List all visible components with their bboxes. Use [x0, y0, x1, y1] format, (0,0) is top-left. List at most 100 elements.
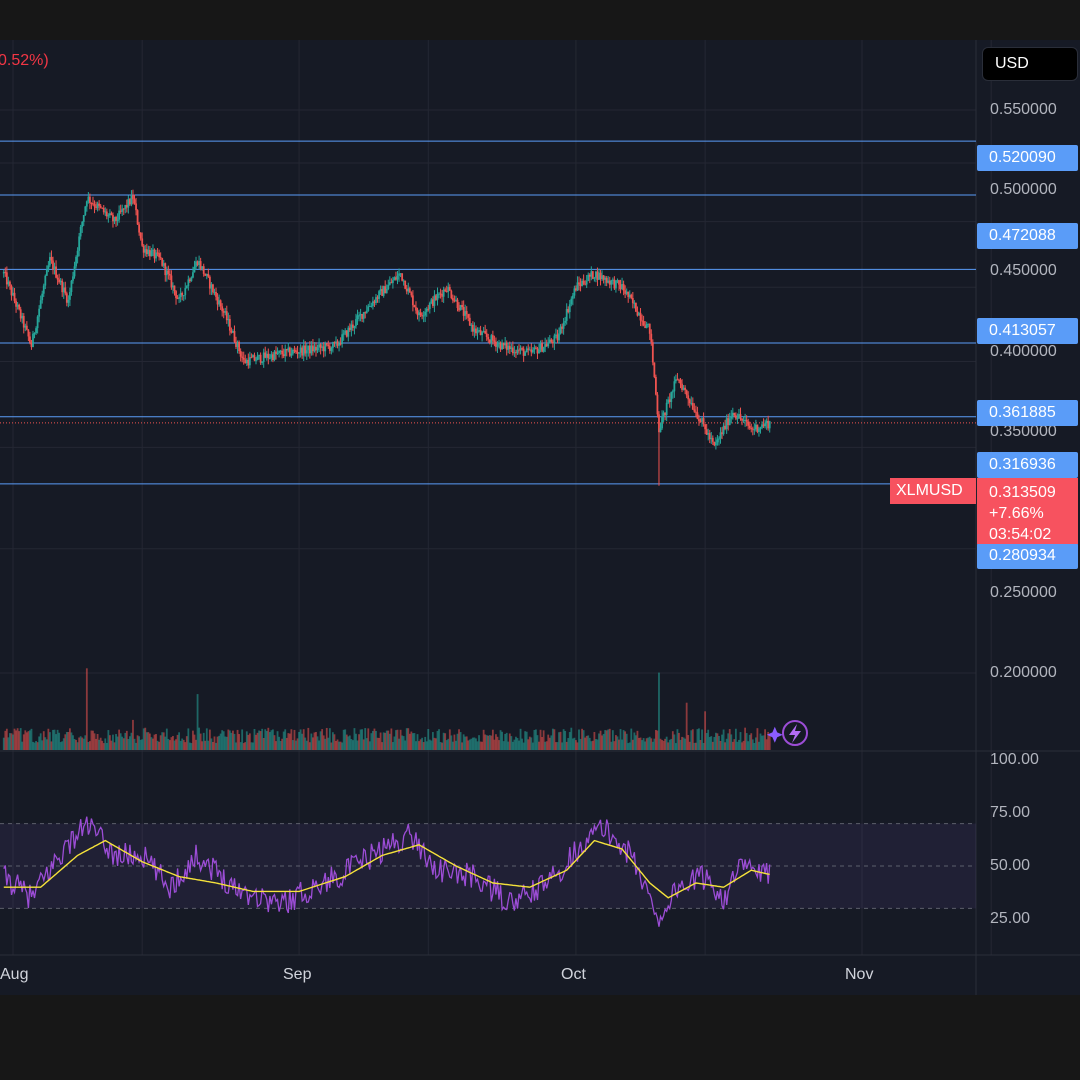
- volume-bar: [435, 738, 437, 750]
- volume-bar: [490, 735, 493, 750]
- volume-bar: [694, 742, 697, 750]
- candle-body: [222, 311, 225, 313]
- candle-body: [224, 311, 227, 313]
- candles-layer: [2, 189, 771, 486]
- volume-bar: [531, 742, 534, 750]
- volume-bar: [10, 733, 13, 750]
- chart-area[interactable]: [0, 40, 1080, 995]
- candle-body: [424, 311, 427, 316]
- candle-body: [35, 328, 37, 334]
- volume-bar: [27, 731, 30, 750]
- candle-body: [298, 352, 300, 354]
- volume-bar: [721, 734, 723, 750]
- candle-body: [656, 394, 659, 415]
- volume-bar: [215, 742, 217, 750]
- volume-bar: [739, 732, 742, 750]
- candle-body: [184, 288, 187, 296]
- volume-bar: [13, 728, 16, 750]
- volume-bar: [691, 729, 694, 750]
- volume-bar: [562, 729, 565, 750]
- volume-bar: [287, 733, 290, 750]
- volume-bar: [52, 729, 54, 750]
- volume-bar: [273, 735, 276, 750]
- candle-body: [282, 354, 285, 357]
- volume-bar: [756, 728, 759, 750]
- candle-body: [668, 399, 671, 402]
- volume-bar: [581, 728, 583, 750]
- volume-bar: [736, 741, 739, 750]
- candle-body: [687, 395, 690, 400]
- volume-bar: [79, 736, 82, 750]
- volume-layer: [2, 668, 771, 750]
- volume-bar: [584, 737, 587, 750]
- volume-bar: [150, 737, 153, 750]
- level-tag[interactable]: 0.413057: [977, 318, 1078, 344]
- horizontal-levels[interactable]: [0, 140, 976, 485]
- volume-bar: [593, 732, 596, 750]
- candle-body: [415, 307, 417, 311]
- volume-bar: [313, 732, 316, 750]
- volume-bar: [524, 731, 527, 750]
- volume-bar: [433, 737, 436, 750]
- candle-body: [172, 285, 174, 288]
- volume-bar: [264, 729, 267, 750]
- candle-body: [22, 315, 25, 328]
- candle-body: [310, 345, 313, 354]
- volume-bar: [382, 732, 385, 750]
- candle-body: [476, 331, 479, 334]
- price-tick-label: 0.400000: [990, 343, 1057, 360]
- volume-bar: [747, 741, 750, 750]
- level-tag[interactable]: 0.472088: [977, 223, 1078, 249]
- volume-bar: [655, 729, 657, 750]
- level-tag[interactable]: 0.361885: [977, 400, 1078, 426]
- volume-bar: [82, 738, 85, 750]
- candle-body: [676, 379, 679, 381]
- candle-body: [232, 330, 234, 333]
- volume-bar: [707, 729, 710, 750]
- candle-body: [42, 285, 45, 294]
- candle-body: [575, 288, 577, 291]
- candle-body: [158, 253, 161, 258]
- volume-bar: [165, 728, 168, 750]
- candle-body: [65, 293, 68, 303]
- candle-body: [542, 347, 545, 352]
- candle-body: [195, 261, 197, 267]
- volume-bar: [110, 740, 113, 750]
- candle-body: [265, 353, 268, 358]
- level-tag[interactable]: 0.280934: [977, 543, 1078, 569]
- candle-body: [458, 307, 460, 311]
- candle-body: [738, 414, 740, 419]
- level-tag[interactable]: 0.520090: [977, 145, 1078, 171]
- candle-body: [348, 327, 351, 331]
- candle-body: [147, 249, 150, 255]
- candle-body: [156, 252, 159, 254]
- volume-bar: [296, 738, 299, 750]
- volume-bar: [582, 730, 585, 750]
- volume-bar: [647, 737, 650, 750]
- level-tag[interactable]: 0.316936: [977, 452, 1078, 478]
- candle-body: [292, 349, 294, 354]
- volume-bar: [336, 739, 339, 750]
- candle-body: [335, 341, 337, 343]
- volume-bar: [658, 672, 660, 750]
- volume-bar: [307, 727, 310, 750]
- candle-body: [67, 299, 70, 303]
- candle-body: [196, 261, 199, 265]
- volume-bar: [448, 729, 451, 750]
- volume-bar: [419, 739, 422, 750]
- volume-bar: [73, 738, 76, 750]
- currency-button[interactable]: USD: [982, 47, 1078, 81]
- volume-bar: [118, 729, 121, 750]
- volume-bar: [631, 739, 634, 750]
- candle-body: [384, 286, 387, 294]
- volume-bar: [175, 739, 177, 750]
- lightning-bolt-icon[interactable]: [766, 720, 808, 746]
- candle-body: [541, 343, 543, 352]
- candle-body: [598, 272, 600, 280]
- volume-bar: [235, 742, 237, 750]
- candle-body: [24, 325, 27, 328]
- candle-body: [115, 216, 117, 221]
- candle-body: [221, 306, 224, 312]
- volume-bar: [219, 733, 222, 750]
